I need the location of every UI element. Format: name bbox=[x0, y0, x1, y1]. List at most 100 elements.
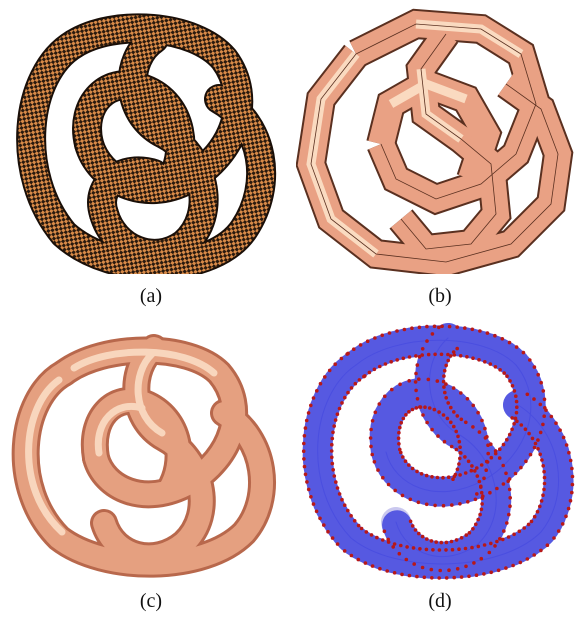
mesh-vertex bbox=[306, 487, 311, 492]
mesh-vertex bbox=[442, 439, 447, 444]
mesh-vertex bbox=[424, 547, 429, 552]
mesh-vertex bbox=[369, 533, 374, 537]
mesh-vertex bbox=[372, 460, 377, 464]
mesh-vertex bbox=[430, 427, 434, 432]
mesh-vertex bbox=[349, 386, 354, 390]
knot-checker-panel bbox=[4, 4, 294, 274]
mesh-vertex bbox=[538, 430, 543, 435]
mesh-vertex bbox=[464, 564, 468, 569]
mesh-vertex bbox=[452, 410, 456, 414]
mesh-vertex bbox=[477, 479, 482, 484]
knot-polygonal-panel bbox=[296, 4, 580, 274]
mesh-vertex bbox=[414, 354, 418, 358]
mesh-vertex bbox=[458, 502, 462, 506]
mesh-vertex bbox=[538, 402, 543, 407]
mesh-vertex bbox=[470, 545, 474, 550]
mesh-vertex bbox=[501, 463, 505, 468]
mesh-vertex bbox=[429, 539, 434, 543]
mesh-vertex bbox=[441, 379, 446, 384]
mesh-vertex bbox=[356, 523, 361, 528]
mesh-vertex bbox=[554, 421, 558, 425]
mesh-vertex bbox=[401, 416, 406, 421]
mesh-vertex bbox=[466, 500, 470, 504]
mesh-vertex bbox=[302, 457, 306, 461]
mesh-vertex bbox=[407, 410, 411, 414]
mesh-vertex bbox=[476, 410, 480, 415]
mesh-vertex bbox=[458, 445, 462, 449]
mesh-vertex bbox=[485, 435, 489, 439]
mesh-vertex bbox=[458, 451, 462, 455]
mesh-vertex bbox=[363, 374, 367, 378]
mesh-vertex bbox=[497, 456, 502, 460]
mesh-vertex bbox=[458, 473, 462, 477]
mesh-vertex bbox=[380, 333, 384, 338]
mesh-vertex bbox=[380, 538, 385, 542]
mesh-vertex bbox=[407, 355, 412, 359]
mesh-vertex bbox=[478, 329, 482, 333]
mesh-vertex bbox=[472, 561, 476, 565]
mesh-vertex bbox=[378, 364, 382, 369]
mesh-vertex bbox=[457, 439, 462, 444]
caption-a: (a) bbox=[139, 285, 163, 307]
mesh-vertex bbox=[331, 430, 335, 435]
mesh-vertex bbox=[502, 529, 506, 533]
mesh-vertex bbox=[538, 504, 542, 509]
mesh-vertex bbox=[398, 382, 402, 387]
mesh-vertex bbox=[489, 570, 493, 575]
mesh-vertex bbox=[469, 468, 474, 473]
mesh-vertex bbox=[542, 481, 547, 486]
mesh-vertex bbox=[410, 524, 415, 528]
mesh-vertex bbox=[418, 405, 423, 409]
mesh-vertex bbox=[433, 352, 437, 357]
mesh-vertex bbox=[448, 354, 453, 358]
mesh-vertex bbox=[446, 401, 450, 405]
mesh-vertex bbox=[442, 385, 446, 389]
mesh-vertex bbox=[377, 402, 382, 406]
mesh-vertex bbox=[465, 397, 470, 401]
mesh-vertex bbox=[405, 545, 409, 549]
mesh-vertex bbox=[495, 486, 499, 491]
mesh-vertex bbox=[415, 469, 419, 474]
mesh-vertex bbox=[480, 418, 484, 423]
mesh-vertex bbox=[337, 492, 342, 496]
mesh-vertex bbox=[395, 329, 399, 333]
mesh-vertex bbox=[370, 452, 374, 457]
mesh-vertex bbox=[465, 355, 469, 359]
mesh-vertex bbox=[331, 468, 335, 472]
mesh-vertex bbox=[529, 519, 534, 524]
mesh-vertex bbox=[343, 395, 347, 400]
mesh-vertex bbox=[340, 497, 344, 502]
mesh-vertex bbox=[525, 392, 530, 397]
mesh-vertex bbox=[330, 455, 334, 460]
mesh-vertex bbox=[506, 535, 511, 539]
mesh-vertex bbox=[402, 327, 407, 332]
mesh-vertex bbox=[570, 482, 575, 487]
mesh-vertex bbox=[345, 352, 349, 356]
mesh-vertex bbox=[454, 429, 458, 434]
mesh-vertex bbox=[413, 380, 418, 384]
mesh-vertex bbox=[479, 507, 484, 512]
mesh-vertex bbox=[340, 401, 344, 405]
mesh-vertex bbox=[330, 461, 335, 466]
mesh-vertex bbox=[560, 522, 565, 526]
mesh-vertex bbox=[420, 534, 425, 539]
mesh-vertex bbox=[536, 438, 540, 442]
mesh-vertex bbox=[449, 539, 454, 544]
mesh-vertex bbox=[539, 499, 544, 503]
mesh-vertex bbox=[417, 325, 422, 330]
mesh-vertex bbox=[433, 503, 437, 508]
mesh-vertex bbox=[333, 418, 338, 422]
mesh-vertex bbox=[486, 451, 490, 456]
mesh-vertex bbox=[445, 416, 450, 421]
mesh-vertex bbox=[485, 331, 490, 335]
knot-smooth-panel bbox=[4, 318, 294, 580]
mesh-vertex bbox=[456, 434, 460, 439]
mesh-vertex bbox=[457, 547, 461, 551]
mesh-vertex bbox=[511, 563, 515, 568]
mesh-vertex bbox=[489, 541, 493, 546]
mesh-vertex bbox=[540, 458, 544, 462]
mesh-vertex bbox=[532, 365, 537, 369]
mesh-vertex bbox=[342, 549, 347, 553]
mesh-vertex bbox=[416, 500, 421, 505]
mesh-vertex bbox=[561, 435, 566, 440]
